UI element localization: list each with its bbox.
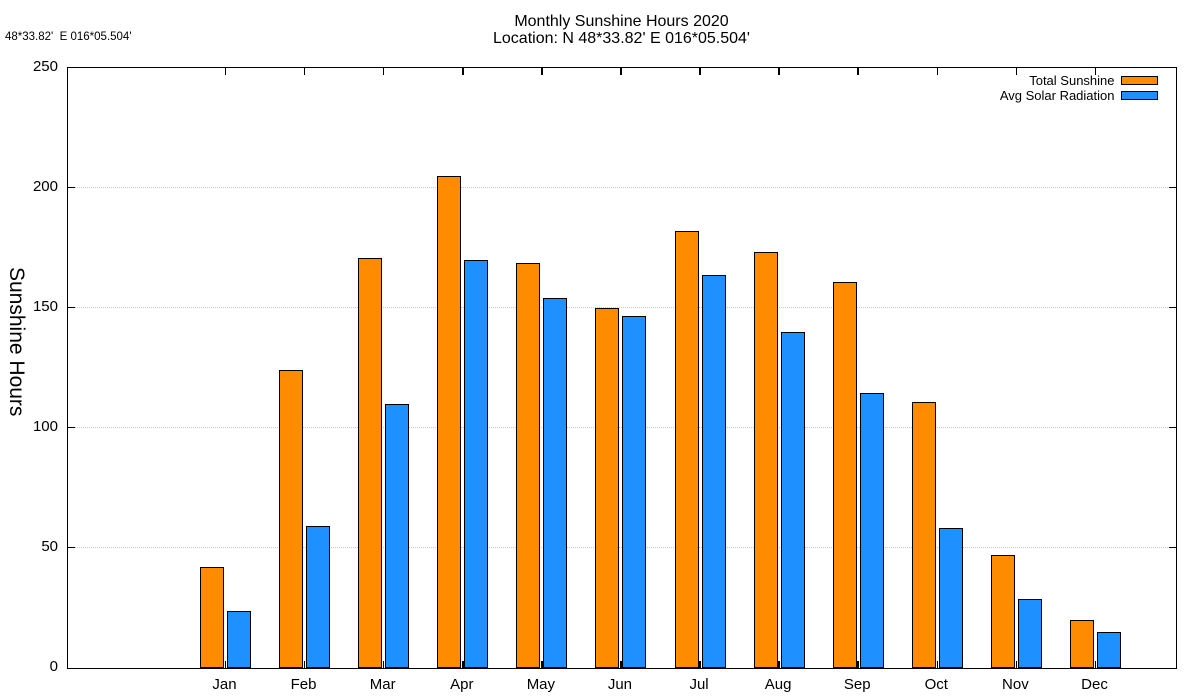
x-tick-label-nov: Nov	[1002, 676, 1029, 693]
y-tick-right-200	[1168, 186, 1176, 189]
x-tick-top-apr	[462, 67, 464, 75]
x-tick-bottom-apr	[462, 660, 464, 668]
x-tick-bottom-jun	[620, 660, 622, 668]
y-tick-label-250: 250	[32, 57, 58, 75]
x-tick-label-feb: Feb	[290, 676, 317, 693]
x-tick-label-sep: Sep	[843, 676, 871, 693]
x-tick-top-dec	[1094, 67, 1097, 75]
bar-oct-avg-solar-radiation	[938, 528, 963, 668]
x-tick-bottom-jul	[699, 660, 701, 668]
x-tick-bottom-aug	[778, 660, 780, 668]
bar-dec-total-sunshine	[1069, 619, 1094, 668]
gridline-100	[67, 427, 1176, 428]
x-tick-bottom-oct	[936, 660, 939, 668]
bar-may-avg-solar-radiation	[543, 297, 568, 668]
x-tick-bottom-dec	[1094, 660, 1097, 668]
x-tick-label-jun: Jun	[607, 676, 633, 693]
bar-nov-avg-solar-radiation	[1017, 599, 1042, 668]
x-tick-top-oct	[936, 67, 939, 75]
x-tick-top-jul	[699, 67, 701, 75]
bar-mar-avg-solar-radiation	[385, 403, 410, 668]
gridline-200	[67, 187, 1176, 188]
x-tick-label-may: May	[526, 676, 556, 693]
chart-title: Monthly Sunshine Hours 2020	[514, 13, 729, 30]
x-tick-label-jul: Jul	[689, 676, 709, 693]
y-tick-label-100: 100	[32, 417, 58, 435]
y-tick-label-0: 0	[49, 657, 58, 675]
bar-mar-total-sunshine	[358, 258, 383, 668]
x-tick-bottom-mar	[382, 660, 385, 668]
bar-nov-total-sunshine	[990, 554, 1015, 668]
bar-sep-avg-solar-radiation	[859, 392, 884, 668]
y-tick-right-100	[1168, 426, 1176, 429]
bar-oct-total-sunshine	[911, 402, 936, 668]
x-tick-top-aug	[778, 67, 780, 75]
y-tick-right-150	[1168, 306, 1176, 309]
bar-dec-avg-solar-radiation	[1096, 631, 1121, 668]
x-tick-bottom-sep	[857, 660, 859, 668]
y-tick-label-150: 150	[32, 297, 58, 315]
x-tick-bottom-may	[541, 660, 543, 668]
y-tick-left-200	[67, 186, 75, 189]
bar-jan-total-sunshine	[200, 566, 224, 668]
x-tick-top-sep	[857, 67, 859, 75]
plot-area	[66, 66, 1177, 669]
bar-feb-total-sunshine	[279, 369, 304, 668]
x-tick-label-apr: Apr	[450, 676, 474, 693]
y-tick-left-50	[67, 546, 75, 549]
x-tick-bottom-jan	[224, 660, 227, 668]
y-axis-title: Sunshine Hours	[5, 267, 28, 417]
bar-aug-avg-solar-radiation	[780, 331, 805, 668]
y-tick-label-50: 50	[41, 537, 58, 555]
gridline-50	[67, 547, 1176, 548]
x-tick-top-may	[541, 67, 543, 75]
x-tick-top-jun	[620, 67, 622, 75]
x-tick-label-oct: Oct	[924, 676, 948, 693]
y-tick-label-200: 200	[32, 177, 58, 195]
bar-feb-avg-solar-radiation	[306, 525, 331, 668]
y-tick-left-100	[67, 426, 75, 429]
bar-may-total-sunshine	[516, 263, 541, 668]
y-tick-left-150	[67, 306, 75, 309]
bar-jun-total-sunshine	[595, 307, 620, 668]
bar-apr-avg-solar-radiation	[464, 259, 489, 668]
chart-subtitle-location: Location: N 48*33.82' E 016*05.504'	[493, 30, 750, 47]
y-tick-right-50	[1168, 546, 1176, 549]
bar-jan-avg-solar-radiation	[227, 611, 251, 668]
x-tick-bottom-feb	[303, 660, 306, 668]
x-tick-top-jan	[224, 67, 227, 75]
x-tick-label-dec: Dec	[1081, 676, 1108, 693]
x-tick-top-feb	[303, 67, 306, 75]
bar-apr-total-sunshine	[437, 175, 462, 668]
x-tick-label-mar: Mar	[369, 676, 396, 693]
x-tick-top-mar	[382, 67, 385, 75]
corner-coordinates-text: 48*33.82' E 016*05.504'	[5, 31, 132, 43]
bar-aug-total-sunshine	[753, 252, 778, 668]
gridline-150	[67, 307, 1176, 308]
x-tick-label-jan: Jan	[212, 676, 237, 693]
bar-sep-total-sunshine	[832, 282, 857, 668]
bar-jul-total-sunshine	[674, 230, 699, 668]
x-tick-top-nov	[1015, 67, 1018, 75]
bar-jul-avg-solar-radiation	[701, 275, 726, 668]
x-tick-bottom-nov	[1015, 660, 1018, 668]
bar-jun-avg-solar-radiation	[622, 315, 647, 668]
x-tick-label-aug: Aug	[764, 676, 792, 693]
